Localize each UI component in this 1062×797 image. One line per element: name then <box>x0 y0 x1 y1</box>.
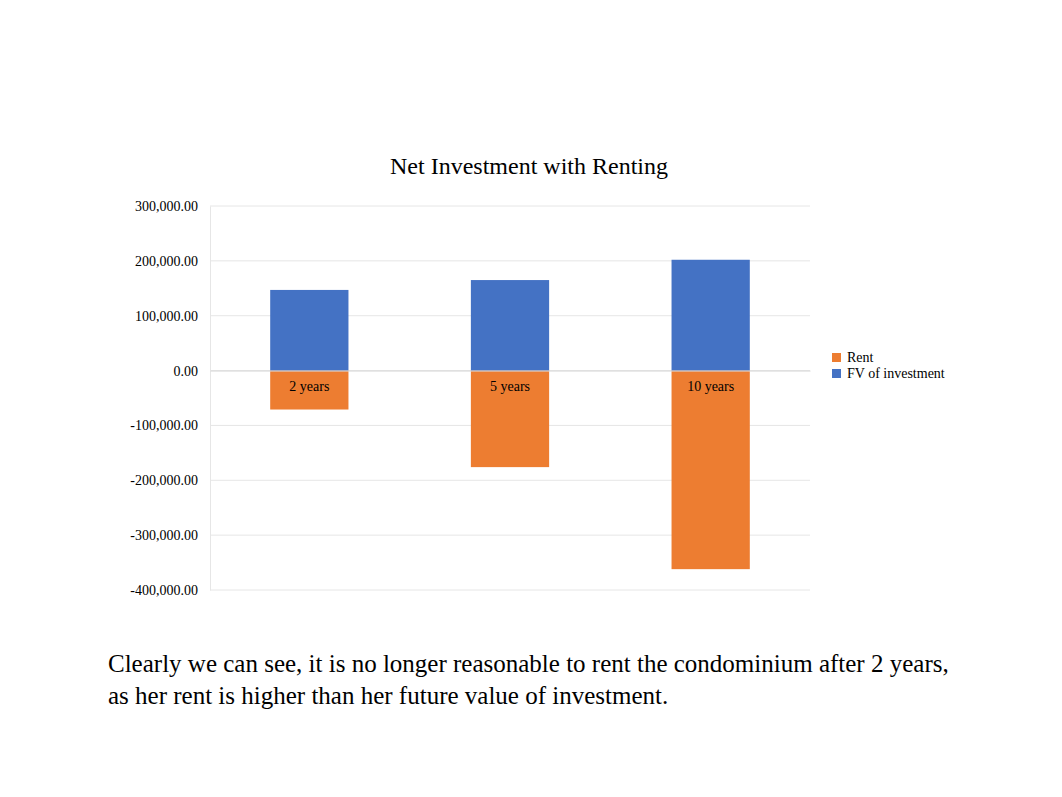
grid-line <box>210 590 810 591</box>
y-tick-label: 200,000.00 <box>135 254 198 269</box>
x-tick: 10 years <box>687 371 734 394</box>
bar <box>471 371 549 468</box>
grid <box>210 206 810 590</box>
bars <box>270 260 750 569</box>
y-tick-label: 300,000.00 <box>135 199 198 214</box>
y-tick: 100,000.00 <box>135 309 210 324</box>
y-tick-label: -300,000.00 <box>130 528 198 543</box>
bar <box>471 280 549 371</box>
y-tick-label: -200,000.00 <box>130 473 198 488</box>
legend: RentFV of investment <box>832 350 945 381</box>
bar <box>270 290 348 371</box>
y-tick: -200,000.00 <box>130 473 210 488</box>
title: Net Investment with Renting <box>390 153 668 179</box>
x-tick-label: 2 years <box>289 379 329 394</box>
y-tick-label: 100,000.00 <box>135 309 198 324</box>
grid-line <box>210 206 810 207</box>
legend-label: FV of investment <box>847 366 945 381</box>
legend-swatch <box>832 353 841 362</box>
x-tick-label: 10 years <box>687 379 734 394</box>
x-axis: 2 years 5 years 10 years <box>211 371 811 394</box>
caption: Clearly we can see, it is no longer reas… <box>108 648 958 712</box>
bar <box>672 371 750 570</box>
legend-item: FV of investment <box>832 366 945 381</box>
y-axis: -400,000.00 -300,000.00 -200,000.00 -100,00… <box>130 199 210 598</box>
y-tick-label: -100,000.00 <box>130 418 198 433</box>
y-tick: -400,000.00 <box>130 583 210 598</box>
x-tick-label: 5 years <box>490 379 530 394</box>
y-tick: 300,000.00 <box>135 199 210 214</box>
page: Net Investment with Renting -400,000.00 -3… <box>0 0 1062 797</box>
legend-label: Rent <box>847 350 874 365</box>
bar <box>672 260 750 371</box>
x-axis-line <box>211 371 811 372</box>
y-tick: -100,000.00 <box>130 418 210 433</box>
y-tick: -300,000.00 <box>130 528 210 543</box>
bar <box>270 371 348 410</box>
y-tick: 200,000.00 <box>135 254 210 269</box>
y-axis-line <box>210 207 211 591</box>
y-tick-label: -400,000.00 <box>130 583 198 598</box>
x-tick: 5 years <box>490 371 530 394</box>
y-tick-label: 0.00 <box>174 364 199 379</box>
y-tick: 0.00 <box>174 364 211 379</box>
chart: Net Investment with Renting -400,000.00 -3… <box>0 0 1062 797</box>
legend-item: Rent <box>832 350 874 365</box>
legend-swatch <box>832 369 841 378</box>
x-tick: 2 years <box>289 371 329 394</box>
